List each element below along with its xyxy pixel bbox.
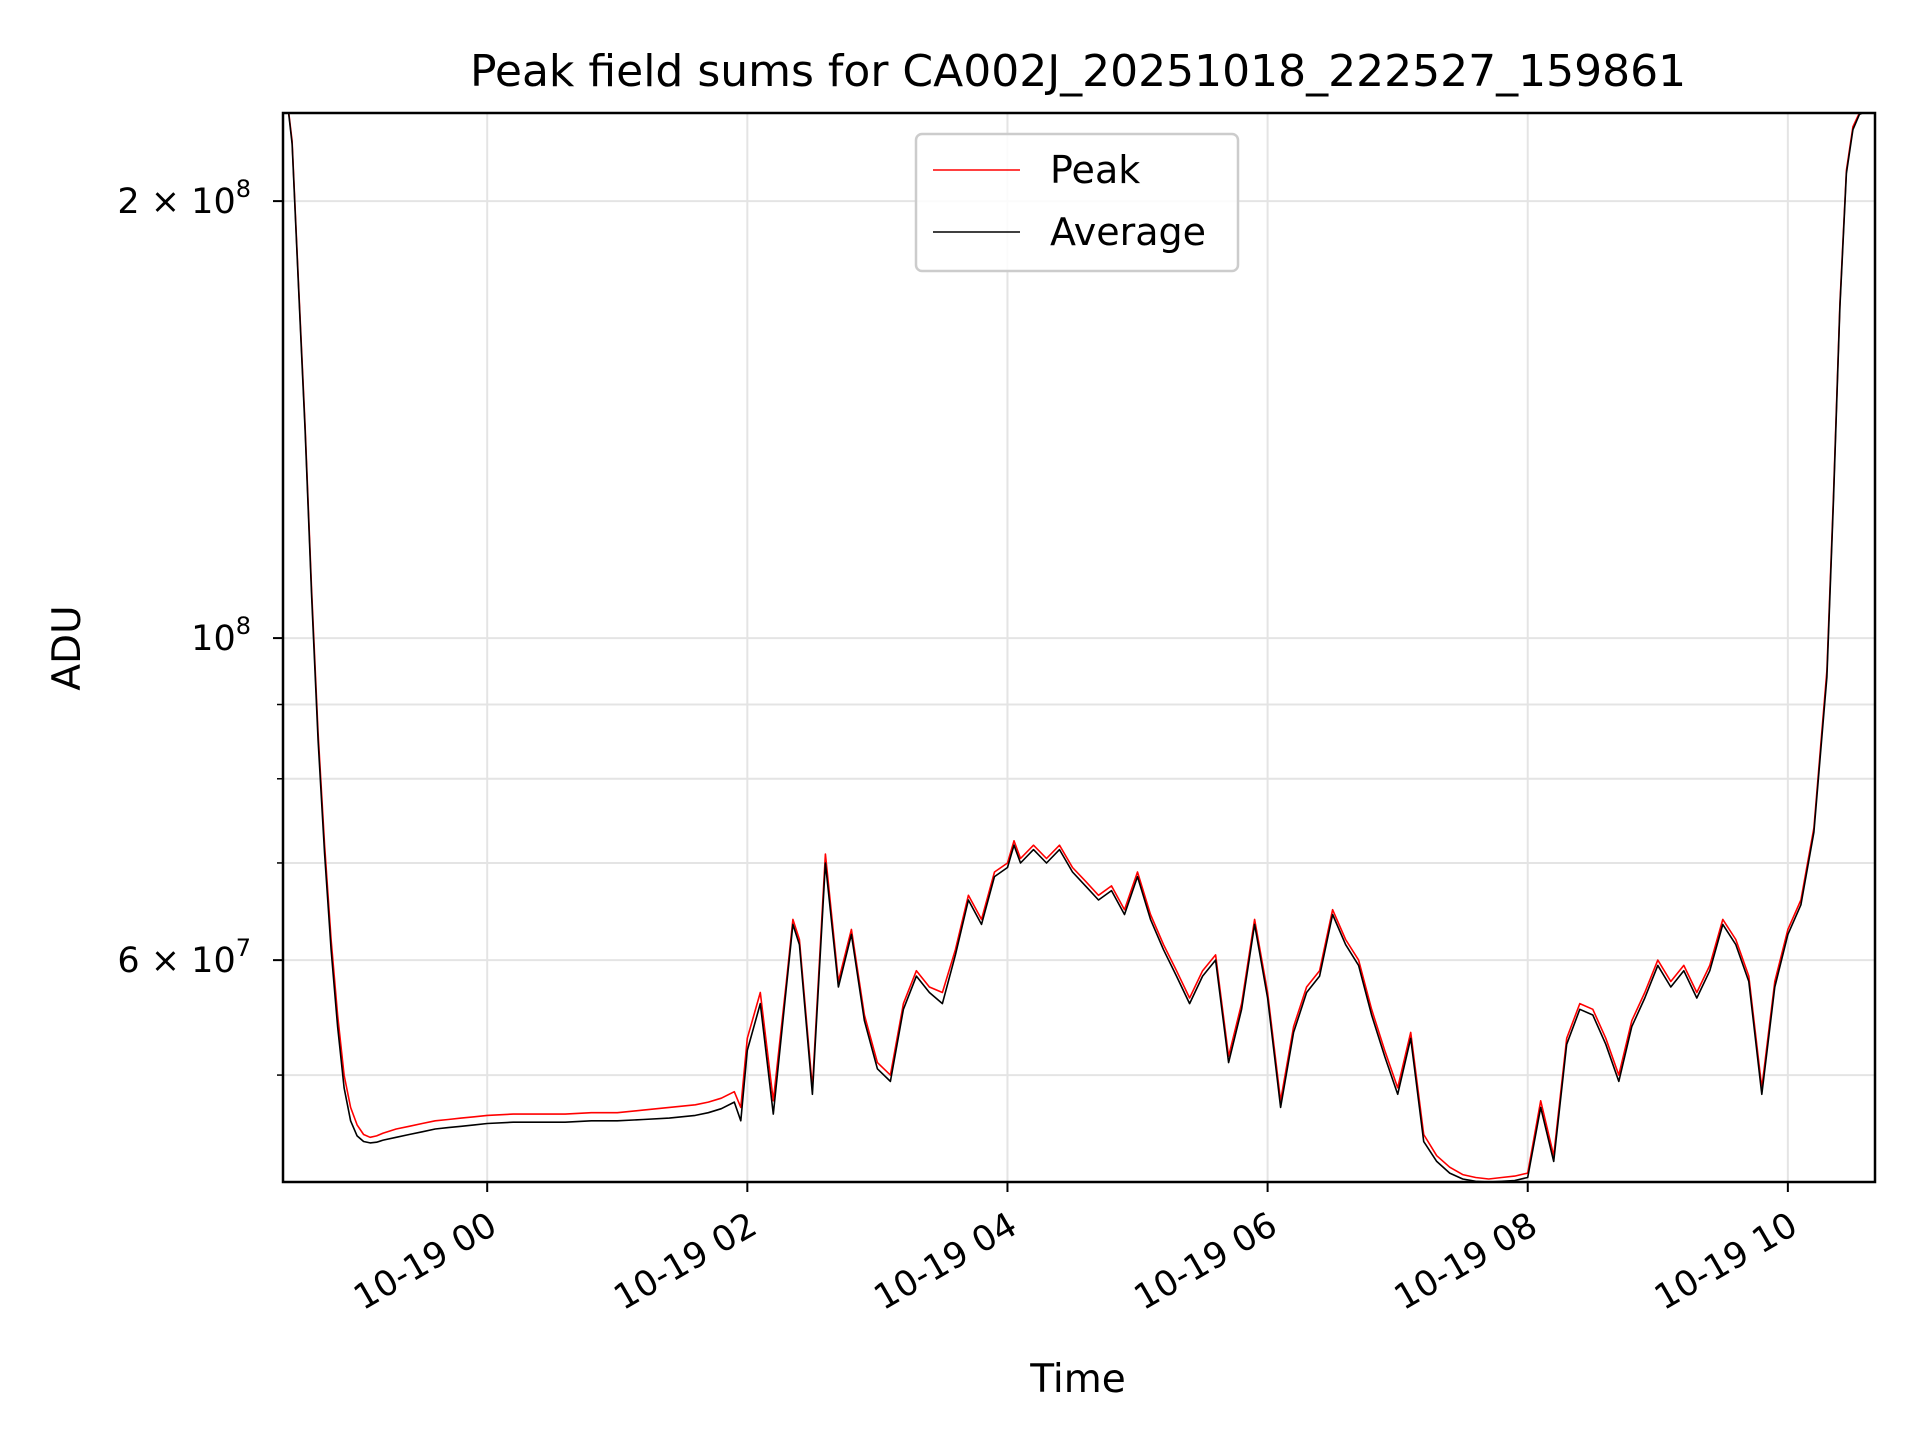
y-tick-label: 108 [191,612,251,659]
y-tick-label: 2 × 108 [117,175,251,222]
series-line-average [287,113,1865,1182]
x-axis-label: Time [1029,1357,1125,1402]
y-tick-label-exponent: 7 [236,934,251,962]
chart-title: Peak field sums for CA002J_20251018_2225… [470,46,1686,97]
y-tick-label: 6 × 107 [117,934,251,981]
y-tick-label-base: 6 × 10 [117,941,235,981]
legend-label-average: Average [1050,210,1206,254]
series-line-peak [287,113,1862,1180]
y-tick-label-base: 2 × 10 [117,182,235,222]
y-tick-label-exponent: 8 [236,175,251,203]
y-tick-label-base: 10 [191,619,236,659]
legend-box [914,132,1240,273]
grid [283,113,1875,1182]
plot-frame [281,111,1877,1184]
legend-label-peak: Peak [1050,148,1140,192]
y-tick-label-exponent: 8 [236,612,251,640]
series-layer [287,113,1865,1182]
legend: Peak Average [914,132,1240,273]
y-axis-label: ADU [45,605,90,690]
